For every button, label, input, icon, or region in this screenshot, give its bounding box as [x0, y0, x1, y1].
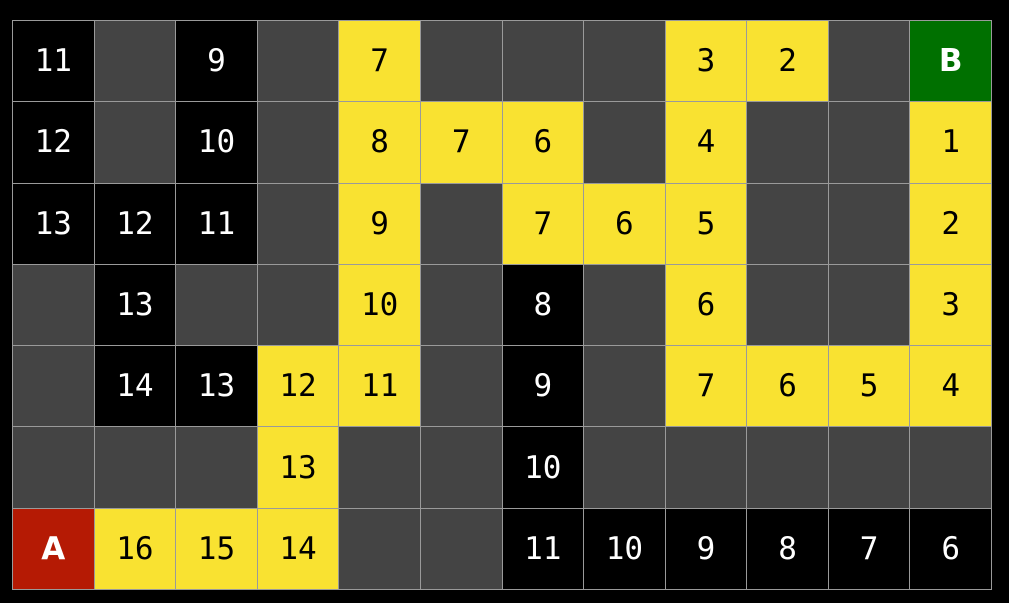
explored-cell: 10: [176, 102, 258, 184]
wall-cell: [584, 102, 666, 184]
wall-cell: [747, 264, 829, 347]
wall-cell: [339, 427, 421, 509]
wall-cell: [257, 183, 340, 265]
explored-cell: 11: [176, 183, 258, 265]
path-cell: 5: [828, 346, 911, 428]
wall-cell: [420, 264, 503, 347]
wall-cell: [828, 427, 911, 509]
explored-cell: 10: [584, 508, 666, 590]
explored-cell: 9: [176, 21, 258, 103]
wall-cell: [828, 183, 911, 265]
path-cell: 2: [910, 183, 992, 265]
explored-cell: 11: [13, 21, 95, 103]
wall-cell: [94, 427, 177, 509]
path-cell: 13: [257, 427, 340, 509]
path-cell: 2: [747, 21, 829, 103]
wall-cell: [420, 427, 503, 509]
path-cell: 15: [176, 508, 258, 590]
explored-cell: 12: [13, 102, 95, 184]
path-cell: 14: [257, 508, 340, 590]
wall-cell: [94, 102, 177, 184]
path-cell: 10: [339, 264, 421, 347]
wall-cell: [665, 427, 748, 509]
explored-cell: 13: [176, 346, 258, 428]
wall-cell: [828, 102, 911, 184]
explored-cell: 12: [94, 183, 177, 265]
path-cell: 6: [502, 102, 585, 184]
path-cell: 11: [339, 346, 421, 428]
wall-cell: [910, 427, 992, 509]
path-cell: 12: [257, 346, 340, 428]
explored-cell: 7: [828, 508, 911, 590]
wall-cell: [502, 21, 585, 103]
path-cell: 6: [747, 346, 829, 428]
wall-cell: [339, 508, 421, 590]
path-cell: 7: [665, 346, 748, 428]
explored-cell: 8: [502, 264, 585, 347]
path-cell: 6: [665, 264, 748, 347]
path-cell: 8: [339, 102, 421, 184]
start-cell: A: [13, 508, 95, 590]
path-cell: 16: [94, 508, 177, 590]
wall-cell: [828, 264, 911, 347]
explored-cell: 9: [502, 346, 585, 428]
path-cell: 5: [665, 183, 748, 265]
explored-cell: 6: [910, 508, 992, 590]
wall-cell: [176, 427, 258, 509]
wall-cell: [420, 183, 503, 265]
path-cell: 9: [339, 183, 421, 265]
path-cell: 7: [420, 102, 503, 184]
path-cell: 3: [665, 21, 748, 103]
wall-cell: [257, 21, 340, 103]
explored-cell: 11: [502, 508, 585, 590]
wall-cell: [13, 346, 95, 428]
wall-cell: [94, 21, 177, 103]
explored-cell: 9: [665, 508, 748, 590]
path-cell: 1: [910, 102, 992, 184]
explored-cell: 14: [94, 346, 177, 428]
maze-grid: 11 9 7 3 2 B 12 10 8 7 6 4 1 13 12 11 9 7 6 5 2 13 10 8 6 3 14 13 12…: [12, 20, 992, 590]
explored-cell: 10: [502, 427, 585, 509]
wall-cell: [257, 102, 340, 184]
explored-cell: 13: [94, 264, 177, 347]
path-cell: 7: [502, 183, 585, 265]
wall-cell: [13, 427, 95, 509]
explored-cell: 8: [747, 508, 829, 590]
wall-cell: [584, 264, 666, 347]
wall-cell: [176, 264, 258, 347]
path-cell: 6: [584, 183, 666, 265]
wall-cell: [828, 21, 911, 103]
path-cell: 7: [339, 21, 421, 103]
wall-cell: [747, 183, 829, 265]
wall-cell: [584, 427, 666, 509]
goal-cell: B: [910, 21, 992, 103]
wall-cell: [747, 427, 829, 509]
wall-cell: [420, 346, 503, 428]
wall-cell: [420, 508, 503, 590]
path-cell: 3: [910, 264, 992, 347]
path-cell: 4: [910, 346, 992, 428]
explored-cell: 13: [13, 183, 95, 265]
wall-cell: [584, 21, 666, 103]
wall-cell: [747, 102, 829, 184]
path-cell: 4: [665, 102, 748, 184]
wall-cell: [420, 21, 503, 103]
wall-cell: [584, 346, 666, 428]
wall-cell: [13, 264, 95, 347]
wall-cell: [257, 264, 340, 347]
